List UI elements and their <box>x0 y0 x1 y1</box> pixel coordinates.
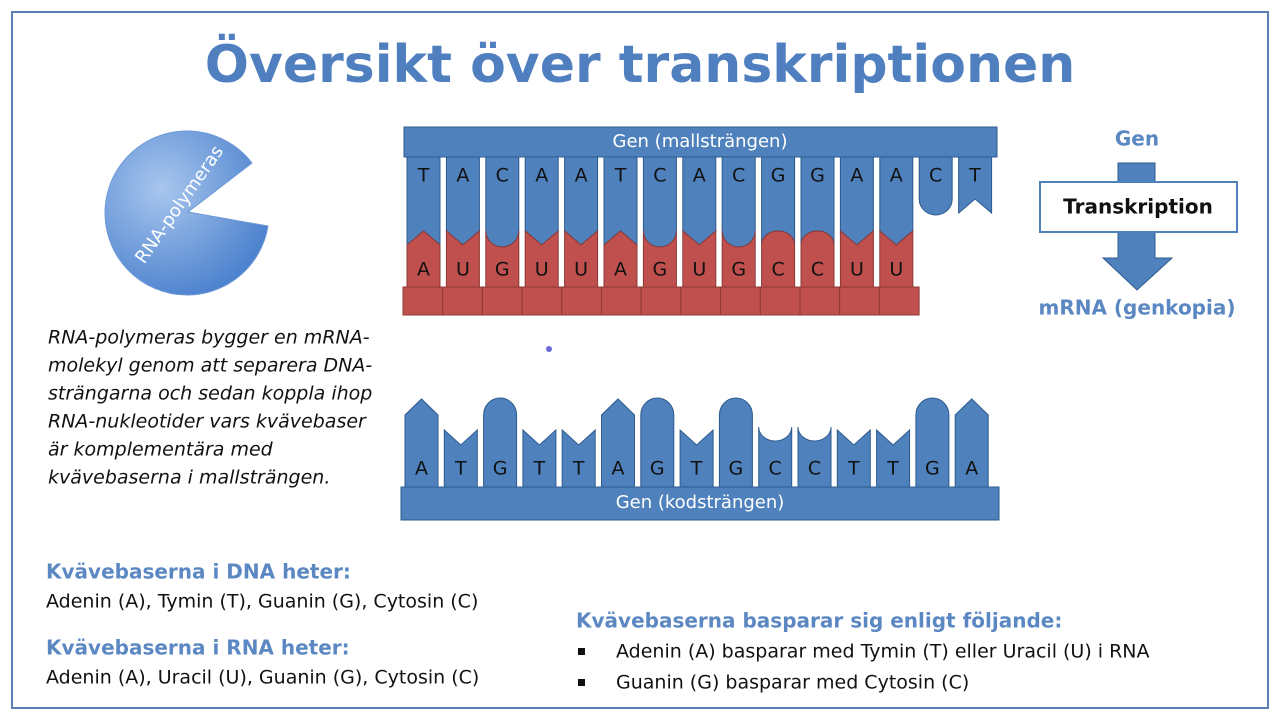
description-line: RNA-nukleotider vars kvävebaser <box>48 411 367 433</box>
template-base <box>918 156 953 216</box>
mrna-base <box>761 230 796 288</box>
flow-bottom: mRNA (genkopia) <box>1039 296 1236 320</box>
coding-base <box>640 397 675 488</box>
mrna-base <box>485 230 520 288</box>
mrna-backbone-segment <box>799 286 841 316</box>
coding-base <box>758 426 793 488</box>
mrna-base-letter: U <box>889 259 903 281</box>
flow-top: Gen <box>1115 127 1159 151</box>
rna-text: Adenin (A), Uracil (U), Guanin (G), Cyto… <box>46 667 479 689</box>
coding-base-letter: G <box>729 458 744 480</box>
mrna-backbone-segment <box>481 286 523 316</box>
mrna-backbone-segment <box>680 286 722 316</box>
template-base-letter: C <box>653 165 666 187</box>
mrna-backbone-segment <box>759 286 801 316</box>
coding-base-letter: C <box>769 458 782 480</box>
mrna-base-letter: U <box>535 259 549 281</box>
bullet <box>578 648 585 655</box>
coding-base-letter: T <box>454 458 467 480</box>
mrna-base-letter: C <box>811 259 824 281</box>
template-base-letter: A <box>693 165 706 187</box>
coding-base-letter: A <box>965 458 978 480</box>
pairing-item: Guanin (G) basparar med Cytosin (C) <box>616 672 969 694</box>
mrna-base <box>642 230 677 288</box>
title: Översikt över transkriptionen <box>205 33 1076 95</box>
pairing-heading: Kvävebaserna basparar sig enligt följand… <box>576 609 1062 633</box>
template-base-letter: T <box>968 165 981 187</box>
coding-base <box>718 397 753 488</box>
template-base-letter: C <box>732 165 745 187</box>
cursor-dot <box>546 346 552 352</box>
mrna-base-letter: U <box>574 259 588 281</box>
template-base-letter: C <box>496 165 509 187</box>
mrna-base-letter: A <box>417 259 430 281</box>
description-line: kvävebaserna i mallsträngen. <box>48 467 330 489</box>
mrna-backbone-segment <box>601 286 642 316</box>
mrna-backbone-segment <box>720 286 761 316</box>
template-backbone <box>403 126 998 158</box>
dna-heading: Kvävebaserna i DNA heter: <box>46 560 351 584</box>
coding-base-letter: C <box>808 458 821 480</box>
coding-base-letter: G <box>493 458 508 480</box>
pairing-item: Adenin (A) basparar med Tymin (T) eller … <box>616 641 1150 663</box>
mrna-base-letter: G <box>731 259 746 281</box>
flow-box <box>1039 181 1238 233</box>
template-base-letter: A <box>850 165 863 187</box>
mrna-base-letter: U <box>692 259 706 281</box>
template-base-letter: A <box>890 165 903 187</box>
coding-base-letter: G <box>925 458 940 480</box>
description-line: är komplementära med <box>48 439 274 461</box>
mrna-base-letter: G <box>653 259 668 281</box>
coding-base-letter: T <box>847 458 860 480</box>
mrna-base-letter: A <box>614 259 627 281</box>
mrna-base <box>721 230 756 288</box>
description-line: strängarna och sedan koppla ihop <box>48 383 372 405</box>
coding-base-letter: T <box>572 458 585 480</box>
coding-base <box>797 426 832 488</box>
mrna-base-letter: C <box>771 259 784 281</box>
template-base <box>958 156 993 215</box>
template-base-letter: C <box>929 165 942 187</box>
template-base-letter: A <box>575 165 588 187</box>
coding-backbone <box>400 486 1000 521</box>
mrna-backbone-segment <box>442 286 483 316</box>
mrna-backbone-segment <box>839 286 880 316</box>
mrna-base <box>800 230 835 288</box>
bullet <box>578 679 585 686</box>
mrna-backbone-segment <box>561 286 602 316</box>
mrna-base-letter: G <box>495 259 510 281</box>
coding-base-letter: A <box>612 458 625 480</box>
description-line: molekyl genom att separera DNA- <box>48 355 372 377</box>
template-base-letter: G <box>771 165 786 187</box>
mrna-backbone-segment <box>640 286 682 316</box>
coding-base-letter: G <box>650 458 665 480</box>
mrna-base-letter: U <box>850 259 864 281</box>
mrna-backbone-segment <box>878 286 920 316</box>
coding-base <box>915 397 950 488</box>
dna-text: Adenin (A), Tymin (T), Guanin (G), Cytos… <box>46 591 478 613</box>
flow-process: Transkription <box>1063 195 1213 219</box>
template-base-letter: T <box>417 165 430 187</box>
polymerase-shape <box>104 130 269 296</box>
template-base-letter: T <box>614 165 627 187</box>
template-base-letter: A <box>456 165 469 187</box>
template-label: Gen (mallsträngen) <box>613 131 788 152</box>
template-base-letter: A <box>535 165 548 187</box>
rna-heading: Kvävebaserna i RNA heter: <box>46 636 350 660</box>
coding-base-letter: A <box>415 458 428 480</box>
mrna-base-letter: U <box>456 259 470 281</box>
coding-base-letter: T <box>886 458 899 480</box>
coding-base-letter: T <box>690 458 703 480</box>
mrna-backbone-segment <box>402 286 444 316</box>
description-line: RNA-polymeras bygger en mRNA- <box>48 327 370 349</box>
template-base-letter: G <box>810 165 825 187</box>
coding-label: Gen (kodsträngen) <box>616 492 785 513</box>
coding-base-letter: T <box>533 458 546 480</box>
mrna-backbone-segment <box>521 286 563 316</box>
coding-base <box>483 397 518 488</box>
